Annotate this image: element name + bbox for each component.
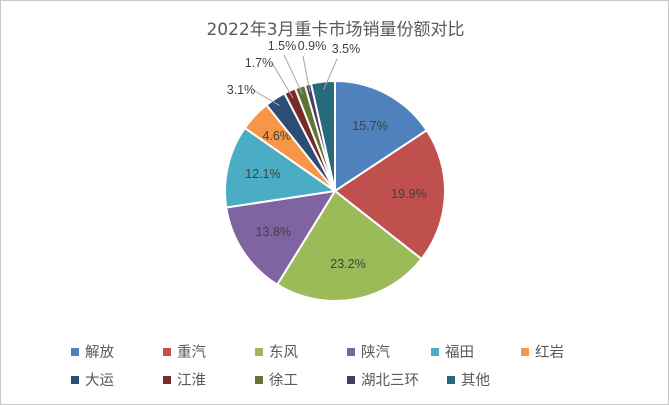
legend-label: 徐工 [269,373,298,389]
legend-label: 东风 [269,345,298,361]
legend-swatch [163,348,171,356]
legend-item-7: 大运 [71,369,114,390]
legend-swatch [71,376,79,384]
legend-item-8: 江淮 [163,369,206,390]
legend-label: 江淮 [177,373,206,389]
legend-swatch [521,348,529,356]
pie-slice-2 [333,128,446,261]
slice-label-8: 1.7% [245,56,274,70]
legend-swatch [163,376,171,384]
slice-label-1: 15.7% [352,119,387,133]
legend-label: 红岩 [535,345,564,361]
leader-line-10 [302,55,311,93]
legend-label: 大运 [85,373,114,389]
pie-slice-5 [224,126,338,209]
slice-label-9: 1.5% [268,39,297,53]
legend-item-9: 徐工 [255,369,298,390]
legend-label: 其他 [461,373,490,389]
legend-item-3: 东风 [255,341,298,362]
slice-label-10: 0.9% [298,39,327,53]
legend-item-10: 湖北三环 [347,369,419,390]
legend-item-5: 福田 [431,341,474,362]
slice-label-4: 13.8% [256,225,291,239]
legend-label: 湖北三环 [361,373,419,389]
legend-swatch [71,348,79,356]
leader-line-7 [252,89,280,106]
pie-slice-1 [334,79,429,193]
leader-line-11 [323,58,338,90]
legend-item-1: 解放 [71,341,114,362]
pie-slice-11 [309,79,336,192]
slice-label-7: 3.1% [227,83,256,97]
legend-swatch [347,376,355,384]
slice-label-5: 12.1% [245,167,280,181]
slice-label-11: 3.5% [332,42,361,56]
legend-label: 重汽 [177,345,206,361]
slice-label-2: 19.9% [391,187,426,201]
legend-swatch [255,348,263,356]
leader-line-9 [283,54,304,95]
legend-item-4: 陕汽 [347,341,390,362]
legend-item-2: 重汽 [163,341,206,362]
legend-swatch [347,348,355,356]
legend-item-11: 其他 [447,369,490,390]
legend-label: 福田 [445,345,474,361]
legend-swatch [255,376,263,384]
legend-item-6: 红岩 [521,341,564,362]
pie-slice-3 [275,189,423,302]
leader-line-8 [271,62,294,99]
legend-swatch [447,376,455,384]
pie-slice-4 [225,189,337,286]
slice-label-6: 4.6% [262,129,291,143]
pie-chart: 15.7% 19.9% 23.2% 13.8% 12.1% 4.6% 3.1% 1.7% 1.5… [224,39,446,302]
chart-title: 2022年3月重卡市场销量份额对比 [206,20,465,40]
legend-label: 解放 [85,345,114,361]
legend-label: 陕汽 [361,345,390,361]
legend-swatch [431,348,439,356]
slice-label-3: 23.2% [330,257,365,271]
